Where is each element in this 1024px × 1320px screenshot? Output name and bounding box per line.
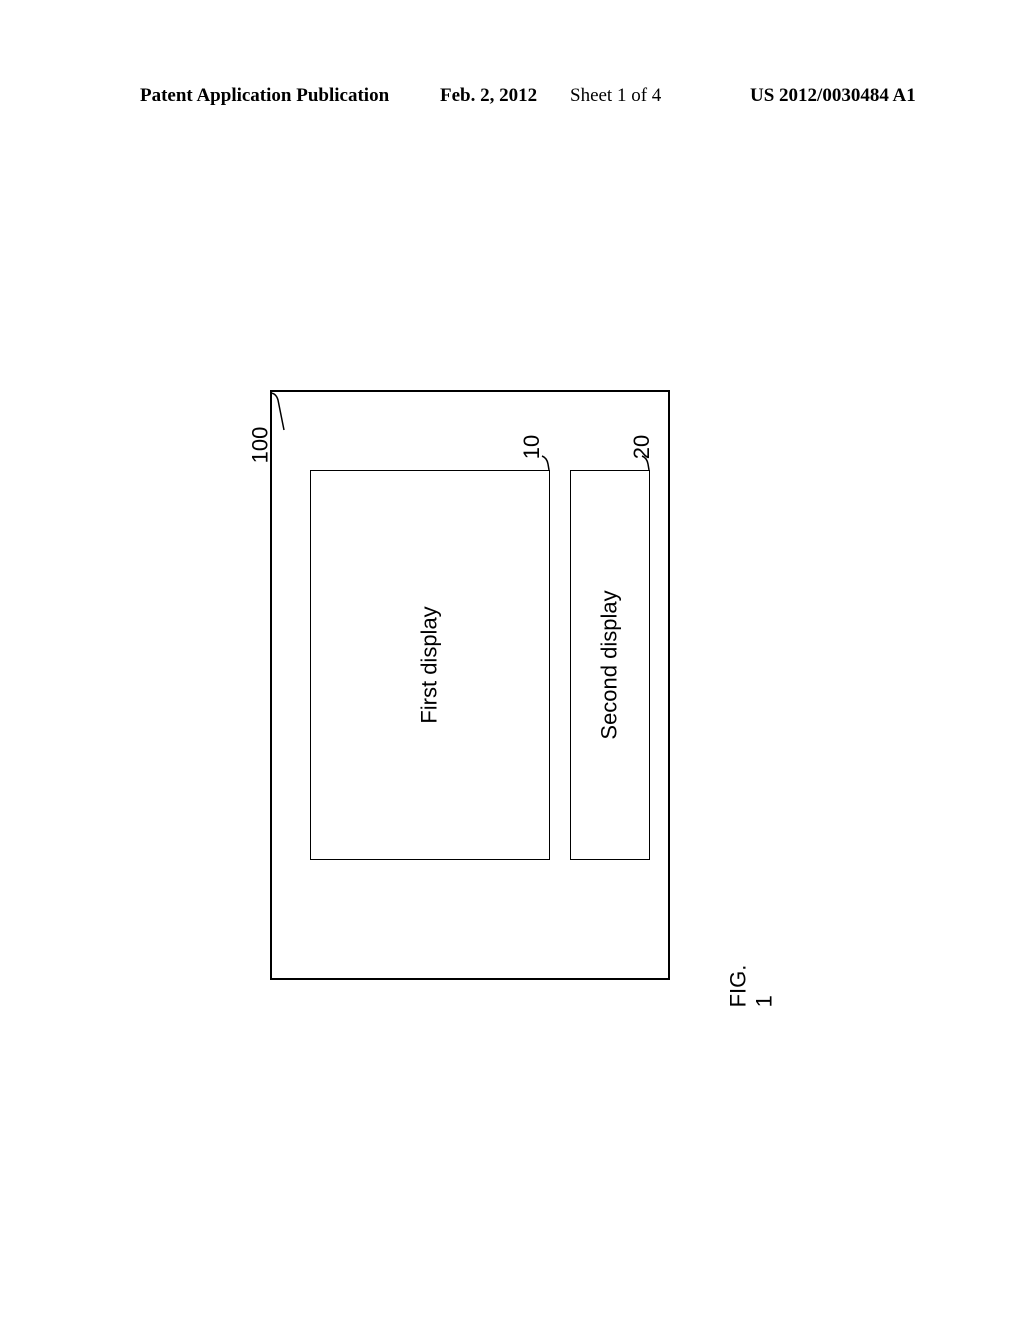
publication-label: Patent Application Publication xyxy=(140,85,389,107)
second-display-box: Second display xyxy=(570,470,650,860)
first-display-label: First display xyxy=(417,606,443,723)
docnum-label: US 2012/0030484 A1 xyxy=(750,85,916,107)
second-display-label: Second display xyxy=(597,590,623,739)
figure-caption: FIG. 1 xyxy=(725,965,777,1008)
first-display-box: First display xyxy=(310,470,550,860)
date-label: Feb. 2, 2012 xyxy=(440,85,537,107)
figure-1: First display Second display 100 10 20 F… xyxy=(270,390,670,980)
leader-line-100 xyxy=(270,390,300,435)
sheet-label: Sheet 1 of 4 xyxy=(570,85,661,107)
leader-line-10 xyxy=(542,456,562,481)
leader-line-20 xyxy=(642,456,662,481)
